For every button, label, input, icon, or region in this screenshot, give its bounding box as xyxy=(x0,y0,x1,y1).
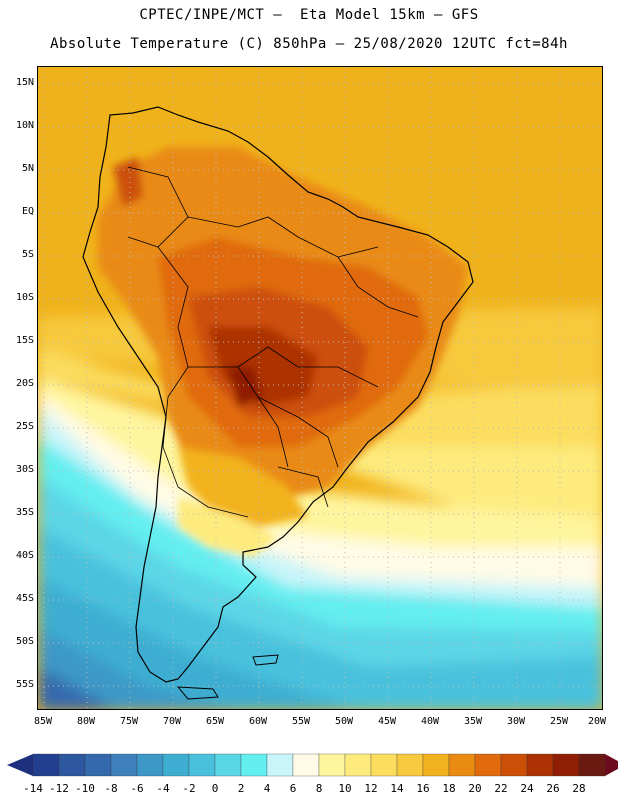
lat-label: 15N xyxy=(15,77,34,88)
colorbar-low-extend xyxy=(7,754,33,776)
colorbar-swatch xyxy=(500,753,528,777)
lat-label: 45S xyxy=(15,593,34,604)
colorbar-label: -2 xyxy=(182,782,196,795)
lon-label: 60W xyxy=(248,716,268,727)
temperature-field xyxy=(38,67,602,709)
colorbar-label: 2 xyxy=(237,782,245,795)
colorbar-label: 22 xyxy=(494,782,508,795)
colorbar xyxy=(7,753,618,777)
lon-label: 80W xyxy=(76,716,96,727)
colorbar-label: 10 xyxy=(338,782,352,795)
colorbar-swatch xyxy=(344,753,372,777)
lat-label: 10N xyxy=(15,120,34,131)
lat-label: 20S xyxy=(15,378,34,389)
colorbar-swatch xyxy=(552,753,580,777)
colorbar-label: 8 xyxy=(315,782,323,795)
colorbar-label: -14 xyxy=(23,782,43,795)
colorbar-swatch xyxy=(84,753,112,777)
colorbar-swatch xyxy=(370,753,398,777)
colorbar-swatch xyxy=(110,753,138,777)
lat-label: EQ xyxy=(21,206,34,217)
colorbar-label: 28 xyxy=(572,782,586,795)
lon-label: 20W xyxy=(587,716,607,727)
lat-label: 5N xyxy=(21,163,34,174)
colorbar-label: 12 xyxy=(364,782,378,795)
colorbar-label: 14 xyxy=(390,782,404,795)
colorbar-swatch xyxy=(396,753,424,777)
colorbar-label: 4 xyxy=(263,782,271,795)
colorbar-swatch xyxy=(162,753,190,777)
colorbar-label: 26 xyxy=(546,782,560,795)
colorbar-swatch xyxy=(526,753,554,777)
colorbar-swatch xyxy=(240,753,268,777)
lat-label: 5S xyxy=(21,249,34,260)
colorbar-swatch xyxy=(474,753,502,777)
lon-label: 25W xyxy=(549,716,569,727)
colorbar-label: 6 xyxy=(289,782,297,795)
colorbar-label: -10 xyxy=(75,782,95,795)
lat-label: 10S xyxy=(15,292,34,303)
lon-label: 40W xyxy=(420,716,440,727)
colorbar-label: -12 xyxy=(49,782,69,795)
colorbar-swatch xyxy=(214,753,242,777)
colorbar-label: 0 xyxy=(211,782,219,795)
lat-label: 35S xyxy=(15,507,34,518)
lon-label: 75W xyxy=(119,716,139,727)
lat-label: 55S xyxy=(15,679,34,690)
lat-label: 15S xyxy=(15,335,34,346)
lon-label: 70W xyxy=(162,716,182,727)
colorbar-label: 16 xyxy=(416,782,430,795)
map-title: CPTEC/INPE/MCT – Eta Model 15km – GFS xyxy=(139,7,479,23)
lat-label: 30S xyxy=(15,464,34,475)
colorbar-label: -8 xyxy=(104,782,118,795)
colorbar-swatch xyxy=(58,753,86,777)
colorbar-swatch xyxy=(422,753,450,777)
colorbar-high-extend xyxy=(605,754,618,776)
colorbar-swatch xyxy=(318,753,346,777)
colorbar-label: 18 xyxy=(442,782,456,795)
colorbar-label: 24 xyxy=(520,782,534,795)
lat-label: 40S xyxy=(15,550,34,561)
temperature-map xyxy=(37,66,603,710)
lon-label: 65W xyxy=(205,716,225,727)
colorbar-swatch xyxy=(266,753,294,777)
lon-label: 45W xyxy=(377,716,397,727)
colorbar-swatch xyxy=(578,753,606,777)
lon-label: 55W xyxy=(291,716,311,727)
lon-label: 30W xyxy=(506,716,526,727)
lon-label: 50W xyxy=(334,716,354,727)
colorbar-label: -6 xyxy=(130,782,144,795)
lat-label: 25S xyxy=(15,421,34,432)
colorbar-swatch xyxy=(136,753,164,777)
colorbar-swatch xyxy=(188,753,216,777)
colorbar-label: -4 xyxy=(156,782,170,795)
colorbar-label: 20 xyxy=(468,782,482,795)
map-subtitle: Absolute Temperature (C) 850hPa – 25/08/… xyxy=(50,36,568,52)
lat-label: 50S xyxy=(15,636,34,647)
colorbar-swatch xyxy=(32,753,60,777)
colorbar-swatch xyxy=(292,753,320,777)
colorbar-swatch xyxy=(448,753,476,777)
lon-label: 85W xyxy=(33,716,53,727)
lon-label: 35W xyxy=(463,716,483,727)
